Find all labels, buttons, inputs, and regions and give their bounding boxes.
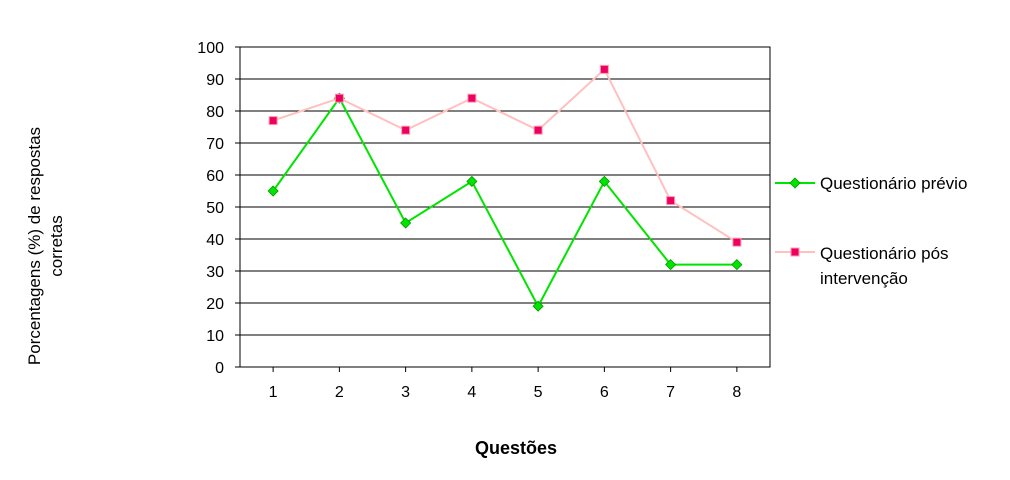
data-point-square	[732, 237, 742, 247]
data-point-diamond	[532, 300, 544, 312]
y-tick-label: 90	[206, 72, 224, 89]
x-tick-label: 7	[666, 384, 675, 401]
series-line	[272, 67, 738, 244]
y-tick-label: 70	[206, 136, 224, 153]
y-axis-title-line-2: corretas	[47, 215, 66, 276]
data-point-diamond	[665, 259, 677, 271]
data-point-square	[334, 93, 344, 103]
y-axis-title-line-1: Porcentagens (%) de respostas	[25, 127, 44, 365]
data-point-square	[467, 93, 477, 103]
x-tick-label: 5	[534, 384, 543, 401]
legend-marker-square-icon	[790, 247, 800, 257]
x-axis-ticks: 1 2 3 4 5 6 7 8	[269, 367, 741, 401]
y-tick-label: 20	[206, 296, 224, 313]
legend-entry-questionario-pos-intervencao: Questionário pós intervenção	[775, 244, 949, 288]
y-tick-label: 60	[206, 168, 224, 185]
y-tick-label: 30	[206, 264, 224, 281]
series-line	[272, 96, 737, 309]
y-tick-label: 80	[206, 104, 224, 121]
legend-label-questionario-previo: Questionário prévio	[820, 174, 967, 193]
data-point-square	[599, 64, 609, 74]
legend-marker-diamond-icon	[789, 177, 801, 189]
series-2	[268, 64, 742, 247]
data-point-diamond	[598, 175, 610, 187]
legend: Questionário prévio Questionário pós int…	[775, 174, 967, 288]
data-point-square	[666, 196, 676, 206]
data-point-diamond	[267, 185, 279, 197]
legend-label-questionario-pos-line-1: Questionário pós	[820, 244, 949, 263]
y-axis-ticks: 0 10 20 30 40 50 60 70 80 90 100	[197, 40, 240, 377]
legend-entry-questionario-previo: Questionário prévio	[775, 174, 967, 193]
y-tick-label: 50	[206, 200, 224, 217]
y-axis-title: Porcentagens (%) de respostas corretas	[25, 127, 66, 365]
y-tick-label: 40	[206, 232, 224, 249]
y-tick-label: 0	[215, 360, 224, 377]
x-tick-label: 2	[335, 384, 344, 401]
x-tick-label: 4	[467, 384, 476, 401]
gridlines	[240, 46, 770, 368]
y-tick-label: 100	[197, 40, 224, 57]
x-tick-label: 8	[732, 384, 741, 401]
series-1	[267, 92, 743, 312]
data-point-square	[268, 116, 278, 126]
data-point-square	[401, 125, 411, 135]
y-tick-label: 10	[206, 328, 224, 345]
legend-label-questionario-pos-line-2: intervenção	[820, 269, 908, 288]
x-axis-title: Questões	[475, 438, 557, 458]
x-tick-label: 3	[401, 384, 410, 401]
data-point-square	[533, 125, 543, 135]
series-layer	[267, 64, 743, 312]
data-point-diamond	[466, 175, 478, 187]
data-point-diamond	[731, 259, 743, 271]
x-tick-label: 1	[269, 384, 278, 401]
data-point-diamond	[400, 217, 412, 229]
x-tick-label: 6	[600, 384, 609, 401]
